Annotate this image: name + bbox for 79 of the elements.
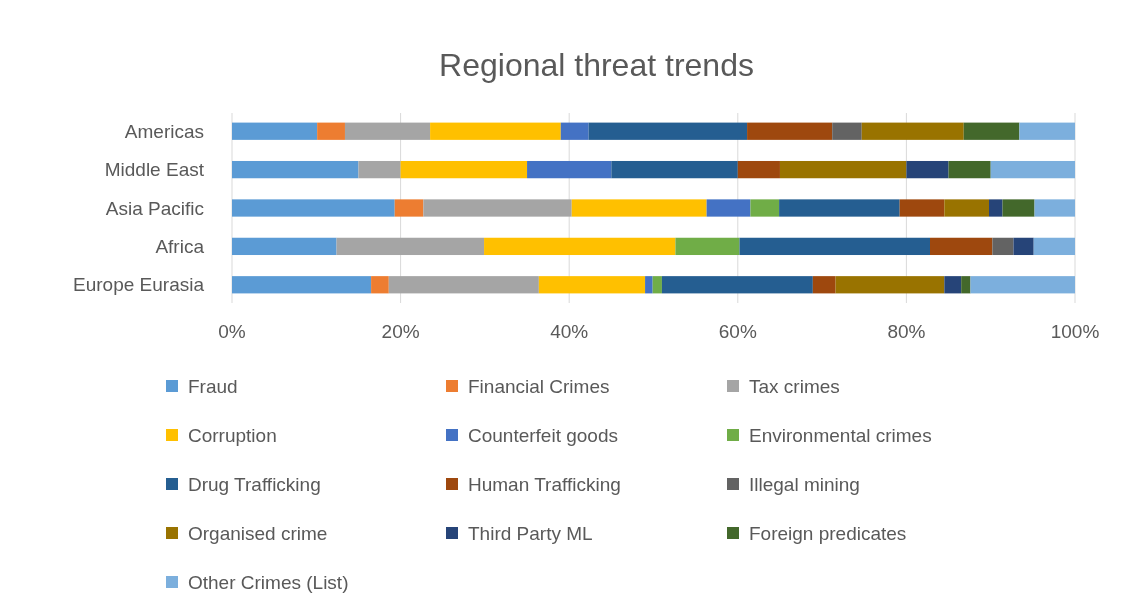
bar	[645, 276, 653, 294]
y-tick-label: Middle East	[104, 159, 205, 181]
bar	[899, 199, 945, 217]
bar	[737, 160, 780, 179]
bar	[779, 160, 907, 179]
bar	[963, 122, 1020, 140]
bar	[961, 276, 971, 294]
legend-label: Environmental crimes	[749, 424, 932, 446]
bar	[989, 199, 1003, 217]
bar	[750, 199, 780, 217]
bar	[336, 237, 485, 256]
bar	[930, 237, 993, 256]
bar	[571, 199, 707, 217]
bar	[232, 237, 337, 256]
bar	[560, 122, 589, 140]
legend-label: Tax crimes	[749, 375, 840, 397]
bar	[832, 122, 862, 140]
bar	[232, 276, 372, 294]
bar	[232, 199, 395, 217]
x-tick-label: 80%	[887, 321, 926, 342]
x-tick-label: 20%	[381, 321, 420, 342]
legend-label: Third Party ML	[468, 522, 593, 544]
legend-label: Financial Crimes	[468, 375, 610, 397]
bar	[948, 160, 991, 179]
x-tick-label: 100%	[1050, 321, 1100, 342]
bar	[317, 122, 345, 140]
x-tick-label: 40%	[550, 321, 589, 342]
y-tick-label: Asia Pacific	[105, 197, 204, 219]
bar	[400, 160, 528, 179]
bar	[527, 160, 612, 179]
legend-label: Organised crime	[188, 522, 328, 544]
legend-label: Corruption	[188, 424, 277, 446]
bar	[992, 237, 1014, 256]
bar	[358, 160, 401, 179]
bar	[675, 237, 740, 256]
bar	[1034, 199, 1075, 217]
bar	[538, 276, 646, 294]
legend-label: Counterfeit goods	[468, 424, 618, 446]
bar	[944, 199, 990, 217]
bar	[747, 122, 833, 140]
bar	[388, 276, 539, 294]
bar	[861, 122, 964, 140]
bar	[739, 237, 930, 256]
chart-title: Regional threat trends	[439, 47, 754, 83]
bar	[344, 122, 431, 140]
legend-label: Illegal mining	[749, 473, 860, 495]
legend-label: Human Trafficking	[468, 473, 621, 495]
bar	[394, 199, 424, 217]
bar	[652, 276, 662, 294]
x-tick-label: 0%	[218, 321, 246, 342]
legend-label: Fraud	[188, 375, 238, 397]
bar	[1002, 199, 1035, 217]
bar	[1033, 237, 1075, 256]
bar	[430, 122, 561, 140]
legend-label: Other Crimes (List)	[188, 571, 349, 593]
bar	[835, 276, 945, 294]
y-tick-label: Europe Eurasia	[73, 274, 205, 296]
bar	[423, 199, 572, 217]
bar	[906, 160, 949, 179]
bar	[779, 199, 900, 217]
bar	[706, 199, 751, 217]
legend-label: Drug Trafficking	[188, 473, 321, 495]
bar	[970, 276, 1075, 294]
y-tick-label: Africa	[155, 236, 205, 258]
bar	[990, 160, 1075, 179]
legend-label: Foreign predicates	[749, 522, 907, 544]
bar	[661, 276, 813, 294]
bar	[1013, 237, 1034, 256]
bar	[232, 122, 318, 140]
bar	[588, 122, 748, 140]
bar	[1019, 122, 1075, 140]
bar	[484, 237, 676, 256]
bar	[371, 276, 389, 294]
x-tick-label: 60%	[718, 321, 757, 342]
bar	[611, 160, 738, 179]
bar	[232, 160, 359, 179]
bar	[944, 276, 962, 294]
y-tick-label: Americas	[124, 120, 204, 142]
bar	[812, 276, 836, 294]
